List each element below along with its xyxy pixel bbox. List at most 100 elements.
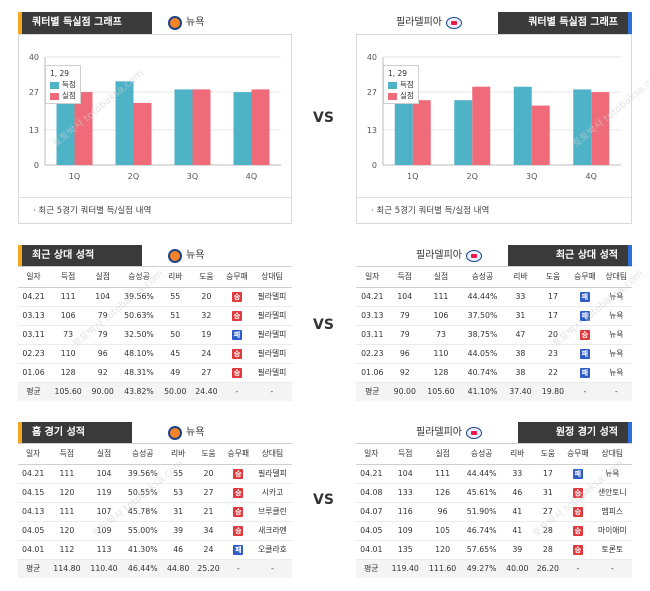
column-header: 도움: [193, 444, 224, 465]
stat-cell: 24: [190, 344, 222, 364]
stat-cell: 126: [423, 483, 462, 503]
bar-score[interactable]: [454, 100, 473, 165]
stat-cell: 50.55%: [122, 483, 163, 503]
column-header: 실점: [87, 267, 119, 288]
average-cell: -: [563, 559, 593, 578]
average-cell: 19.80: [536, 382, 570, 401]
knicks-logo-icon: [168, 249, 182, 263]
stat-cell: 45: [159, 344, 191, 364]
bar-allowed[interactable]: [192, 89, 211, 165]
bar-score[interactable]: [56, 86, 75, 165]
bar-allowed[interactable]: [591, 92, 610, 165]
y-tick-label: 13: [29, 126, 39, 135]
average-cell: -: [223, 559, 253, 578]
win-badge: 승: [231, 348, 242, 359]
bar-score[interactable]: [115, 81, 134, 165]
table-row: 04.01 112 113 41.30% 46 24 패 오클라호: [18, 540, 292, 560]
home-games-table-box: 일자 득점 실점 승성공 리바 도움 승무패 상대팀 04.21 111 104 39.56% 55 20…: [18, 443, 292, 578]
column-header: 승성공: [122, 444, 163, 465]
stat-cell: 03.11: [18, 325, 50, 345]
stat-cell: 46.74%: [461, 521, 503, 541]
stat-cell: 45.78%: [122, 502, 163, 522]
result-cell: 승: [221, 363, 252, 383]
bar-allowed[interactable]: [412, 100, 431, 165]
column-header: 승성공: [460, 267, 505, 288]
stat-cell: 50.63%: [118, 306, 160, 326]
bar-score[interactable]: [513, 86, 532, 165]
section-title: 최근 상대 성적: [508, 245, 628, 267]
opponent-cell: 샌안토니: [592, 483, 632, 503]
bar-score[interactable]: [174, 89, 193, 165]
home-quarter-chart-box: 0 13 27 40 1Q 2Q 3Q 4Q 1, 29 득점 실점 · 최근 5경기 쿼터별…: [18, 34, 292, 224]
result-cell: 승: [223, 483, 253, 503]
stat-cell: 04.07: [356, 502, 387, 522]
away-games-header: 필라델피아 원정 경기 성적: [356, 422, 632, 444]
bar-score[interactable]: [233, 92, 252, 165]
bar-score[interactable]: [394, 86, 413, 165]
stat-cell: 27: [193, 483, 224, 503]
average-cell: 24.40: [190, 382, 222, 401]
result-cell: 승: [569, 325, 601, 345]
stat-cell: 73: [49, 325, 88, 345]
knicks-logo-icon: [168, 16, 182, 30]
column-header: 승무패: [569, 267, 601, 288]
sixers-logo-icon: [466, 250, 482, 262]
opponent-cell: 뉴욕: [600, 325, 632, 345]
loss-badge: 패: [579, 291, 590, 302]
average-cell: 46.44%: [122, 559, 163, 578]
bar-allowed[interactable]: [133, 102, 152, 165]
legend-value: 1, 29: [50, 69, 70, 78]
legend-row: 1, 29: [50, 68, 76, 79]
stat-cell: 04.01: [18, 540, 49, 560]
bar-score[interactable]: [573, 89, 592, 165]
allowed-swatch: [50, 92, 59, 100]
table-row: 01.06 128 92 48.31% 49 27 승 필라델피: [18, 363, 292, 383]
bar-allowed[interactable]: [472, 86, 491, 165]
stat-cell: 111: [421, 287, 461, 307]
stat-cell: 04.21: [356, 287, 389, 307]
stat-cell: 31: [504, 306, 537, 326]
vs-label: VS: [313, 492, 334, 508]
column-header: 상대팀: [251, 267, 292, 288]
table-row: 03.11 73 79 32.50% 50 19 패 필라델피: [18, 325, 292, 345]
team-name: 뉴욕: [186, 427, 205, 438]
column-header: 리바: [159, 267, 191, 288]
win-badge: 승: [231, 310, 242, 321]
average-cell: -: [221, 382, 252, 401]
table-header-row: 일자 득점 실점 승성공 리바 도움 승무패 상대팀: [18, 267, 292, 288]
stat-cell: 96: [388, 344, 422, 364]
stat-cell: 92: [87, 363, 119, 383]
column-header: 승성공: [118, 267, 160, 288]
stat-cell: 17: [532, 464, 564, 484]
bar-allowed[interactable]: [531, 105, 550, 165]
average-cell: 105.60: [49, 382, 88, 401]
result-cell: 승: [563, 502, 593, 522]
column-header: 상대팀: [592, 444, 632, 465]
table-row: 04.05 120 109 55.00% 39 34 승 새크라멘: [18, 521, 292, 541]
win-badge: 승: [233, 468, 244, 479]
average-row: 평균 105.60 90.00 43.82% 50.00 24.40- -: [18, 382, 292, 401]
stat-cell: 96: [87, 344, 119, 364]
result-cell: 패: [569, 344, 601, 364]
bar-allowed[interactable]: [74, 92, 93, 165]
stat-cell: 04.15: [18, 483, 49, 503]
y-tick-label: 0: [34, 161, 39, 170]
x-tick-label: 4Q: [246, 172, 257, 181]
average-cell: 44.80: [162, 559, 194, 578]
column-header: 일자: [356, 267, 389, 288]
average-row: 평균 114.80 110.40 46.44% 44.80 25.20- -: [18, 559, 292, 578]
stat-cell: 38.75%: [460, 325, 505, 345]
average-cell: 50.00: [159, 382, 191, 401]
stat-cell: 41: [502, 521, 533, 541]
stat-cell: 04.05: [18, 521, 49, 541]
column-header: 도움: [190, 267, 222, 288]
away-games-table: 일자 득점 실점 승성공 리바 도움 승무패 상대팀 04.21 104 111 44.44% 33 17…: [356, 444, 632, 578]
section-title: 홈 경기 성적: [22, 422, 132, 444]
legend-score-label: 득점: [62, 80, 76, 89]
stat-cell: 51.90%: [461, 502, 503, 522]
average-cell: 49.27%: [461, 559, 503, 578]
table-row: 04.15 120 119 50.55% 53 27 승 시카고: [18, 483, 292, 503]
x-tick-label: 1Q: [69, 172, 80, 181]
stat-cell: 17: [536, 287, 570, 307]
bar-allowed[interactable]: [251, 89, 270, 165]
